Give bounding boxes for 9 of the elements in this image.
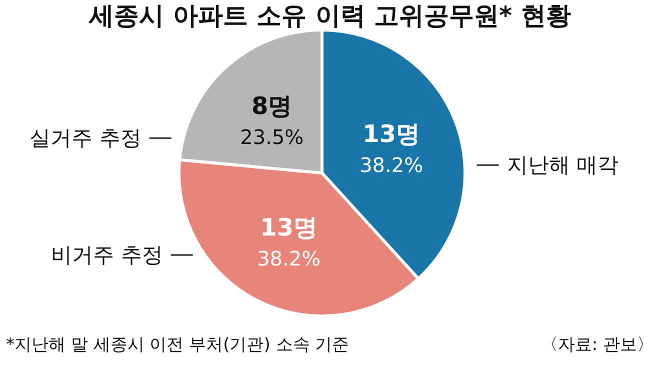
slice-label: 실거주 추정	[30, 126, 142, 150]
text: 〈자료: 관보〉	[540, 335, 654, 355]
text: *지난해 말 세종시 이전 부처(기관) 소속 기준	[6, 335, 350, 355]
data-label: 13명 38.2%	[360, 120, 424, 178]
slice-label: 지난해 매각	[506, 153, 618, 178]
data-label: 13명 38.2%	[257, 214, 321, 271]
data-label: 8명 23.5%	[240, 92, 304, 150]
chart-title: 세종시 아파트 소유 이력 고위공무원* 현황	[88, 1, 571, 30]
slice-label: 비거주 추정	[51, 243, 163, 268]
